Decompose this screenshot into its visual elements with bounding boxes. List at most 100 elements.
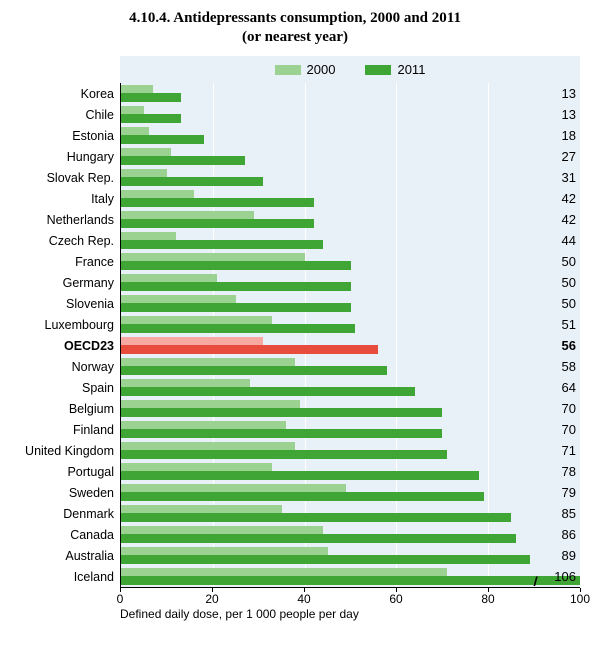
bar-2011 — [121, 534, 516, 543]
bar-group: 42 — [121, 188, 580, 209]
country-label: Slovenia — [10, 293, 120, 314]
country-label: United Kingdom — [10, 440, 120, 461]
chart-container: 4.10.4. Antidepressants consumption, 200… — [0, 0, 600, 641]
country-label: Australia — [10, 545, 120, 566]
country-label: Canada — [10, 524, 120, 545]
bar-2000 — [121, 547, 328, 555]
bar-group: 78 — [121, 461, 580, 482]
bar-2000 — [121, 211, 254, 219]
gridline — [580, 83, 581, 587]
x-tick-label: 0 — [117, 592, 124, 606]
x-axis-row: 020406080100 — [10, 587, 580, 605]
country-label: Slovak Rep. — [10, 167, 120, 188]
bar-2000 — [121, 421, 286, 429]
bar-group: 71 — [121, 440, 580, 461]
country-label: Portugal — [10, 461, 120, 482]
value-label: 42 — [562, 209, 576, 230]
legend-item: 2000 — [275, 62, 336, 77]
x-tick-label: 20 — [205, 592, 218, 606]
bar-group: 89 — [121, 545, 580, 566]
bar-2011 — [121, 366, 387, 375]
value-label: 51 — [562, 314, 576, 335]
legend-label: 2011 — [397, 62, 425, 77]
country-label: Czech Rep. — [10, 230, 120, 251]
bar-group: 70 — [121, 419, 580, 440]
bar-2000 — [121, 484, 346, 492]
value-label: 42 — [562, 188, 576, 209]
bar-group: 50 — [121, 293, 580, 314]
bars-layer: 1313182731424244505050515658647070717879… — [121, 83, 580, 587]
legend-label: 2000 — [307, 62, 336, 77]
bar-2000 — [121, 568, 447, 576]
bar-2000 — [121, 400, 300, 408]
value-label: 85 — [562, 503, 576, 524]
bar-2011 — [121, 471, 479, 480]
bar-group: 13 — [121, 83, 580, 104]
bar-2000 — [121, 379, 250, 387]
x-tick-label: 100 — [570, 592, 590, 606]
country-label: Spain — [10, 377, 120, 398]
bar-2011 — [121, 198, 314, 207]
country-label: Belgium — [10, 398, 120, 419]
bar-2011 — [121, 555, 530, 564]
value-label: 13 — [562, 83, 576, 104]
bar-group: 50 — [121, 251, 580, 272]
bar-group: 13 — [121, 104, 580, 125]
bar-2011 — [121, 450, 447, 459]
bar-2000 — [121, 232, 176, 240]
value-label: 58 — [562, 356, 576, 377]
bar-2011 — [121, 219, 314, 228]
value-label: 56 — [562, 335, 576, 356]
bar-2000 — [121, 169, 167, 177]
bar-2011 — [121, 177, 263, 186]
value-label: 31 — [562, 167, 576, 188]
bar-group: 31 — [121, 167, 580, 188]
x-tick-label: 80 — [481, 592, 494, 606]
bar-group: 18 — [121, 125, 580, 146]
x-axis-label: Defined daily dose, per 1 000 people per… — [120, 607, 361, 621]
bar-2011 — [121, 261, 351, 270]
bar-2000 — [121, 85, 153, 93]
x-tick-label: 60 — [389, 592, 402, 606]
bar-group: 85 — [121, 503, 580, 524]
y-axis-labels: KoreaChileEstoniaHungarySlovak Rep.Italy… — [10, 83, 120, 587]
value-label: 79 — [562, 482, 576, 503]
country-label: France — [10, 251, 120, 272]
country-label: Norway — [10, 356, 120, 377]
chart-title-line1: 4.10.4. Antidepressants consumption, 200… — [10, 10, 580, 27]
country-label: Denmark — [10, 503, 120, 524]
bar-2000 — [121, 190, 194, 198]
bar-group: 44 — [121, 230, 580, 251]
value-label: 13 — [562, 104, 576, 125]
country-label: Sweden — [10, 482, 120, 503]
x-tick-label: 40 — [297, 592, 310, 606]
bar-2000 — [121, 253, 305, 261]
bar-2000 — [121, 337, 263, 345]
bar-2011 — [121, 240, 323, 249]
bar-2000 — [121, 295, 236, 303]
bar-group: 64 — [121, 377, 580, 398]
country-label: Germany — [10, 272, 120, 293]
bar-2011 — [121, 513, 511, 522]
bar-group: 27 — [121, 146, 580, 167]
bar-2011 — [121, 156, 245, 165]
bar-2000 — [121, 358, 295, 366]
legend-item: 2011 — [365, 62, 425, 77]
value-label: 50 — [562, 293, 576, 314]
bar-2000 — [121, 316, 272, 324]
chart-title-line2: (or nearest year) — [10, 29, 580, 46]
country-label: Korea — [10, 83, 120, 104]
bar-2011 — [121, 303, 351, 312]
value-label: 50 — [562, 251, 576, 272]
value-label: 44 — [562, 230, 576, 251]
bar-2000 — [121, 526, 323, 534]
bar-2000 — [121, 442, 295, 450]
country-label: Estonia — [10, 125, 120, 146]
x-axis: 020406080100 — [120, 587, 580, 605]
value-label: 27 — [562, 146, 576, 167]
bar-2000 — [121, 148, 171, 156]
value-label: 86 — [562, 524, 576, 545]
value-label: 89 — [562, 545, 576, 566]
bar-2000 — [121, 127, 149, 135]
country-label: Iceland — [10, 566, 120, 587]
